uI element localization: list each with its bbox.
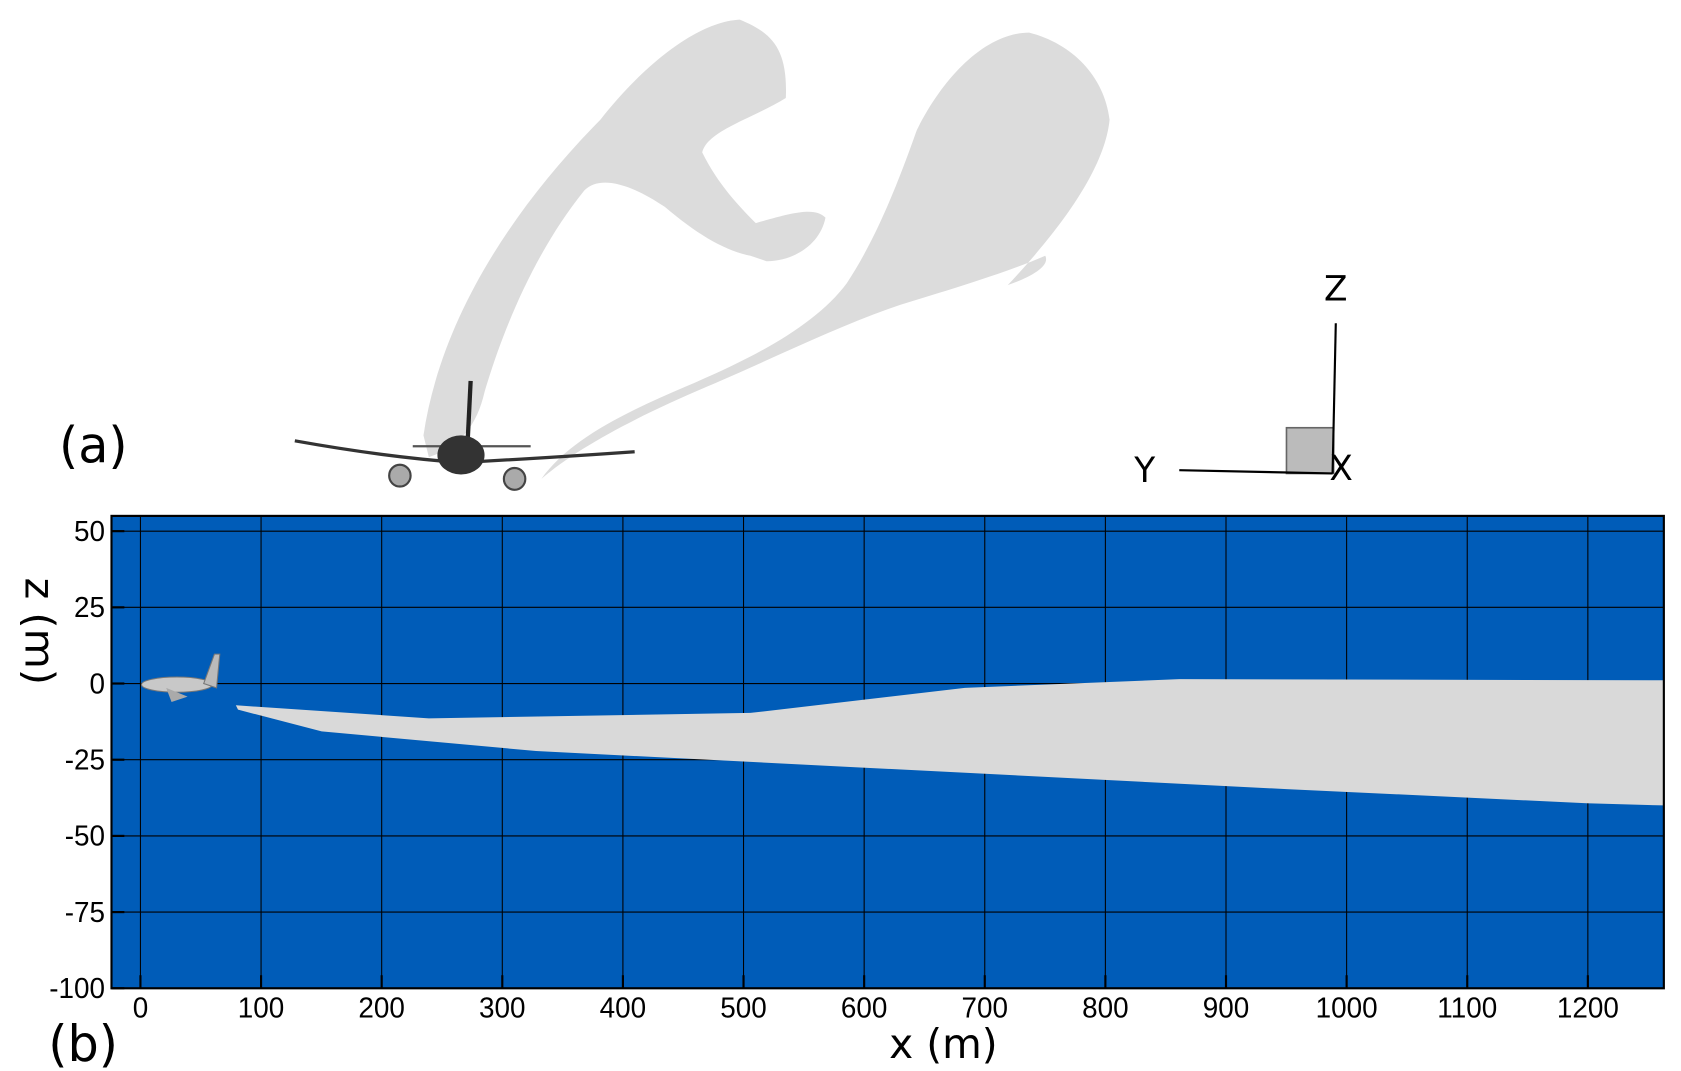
- x-tick-label: 900: [1203, 992, 1250, 1023]
- axis-label: X: [1329, 449, 1352, 489]
- vortex-right: [541, 32, 1110, 479]
- x-tick-label: 1100: [1437, 992, 1497, 1023]
- ticks: 0 100 200 300 400 500 600 700 800 900 1000 1100 1200…: [49, 516, 1619, 1024]
- y-tick-label: -75: [65, 897, 105, 928]
- y-tick-label: -50: [65, 821, 105, 852]
- x-tick-label: 0: [133, 992, 149, 1023]
- axis-label: Z: [1324, 269, 1347, 309]
- axis-triad: [1179, 323, 1337, 475]
- y-tick-label: 25: [74, 592, 105, 623]
- panel-label: (a): [59, 416, 128, 474]
- panel-a: (a) Y Z X: [59, 19, 1353, 491]
- x-tick-label: 700: [962, 992, 1009, 1023]
- aircraft-front: [294, 380, 635, 491]
- x-tick-label: 1000: [1316, 992, 1378, 1023]
- x-tick-label: 300: [479, 992, 526, 1023]
- x-tick-label: 600: [841, 992, 888, 1023]
- y-tick-label: 50: [74, 516, 105, 547]
- x-tick-label: 100: [238, 992, 285, 1023]
- panel-b: 0 100 200 300 400 500 600 700 800 900 1000 1100 1200…: [16, 514, 1665, 1071]
- y-tick-label: -25: [65, 744, 105, 775]
- x-tick-label: 500: [720, 992, 767, 1023]
- y-axis-label: z (m): [16, 578, 64, 685]
- panel-label: (b): [48, 1015, 118, 1071]
- aircraft-side: [140, 653, 221, 703]
- x-tick-label: 1200: [1557, 992, 1619, 1023]
- axis-label: Y: [1133, 451, 1156, 491]
- x-tick-label: 800: [1082, 992, 1129, 1023]
- wake-surface: [235, 679, 1664, 806]
- y-tick-label: 0: [90, 668, 106, 699]
- y-tick-label: -100: [49, 973, 105, 1004]
- vortex-left: [423, 19, 826, 458]
- x-tick-label: 200: [358, 992, 405, 1023]
- x-axis-label: x (m): [889, 1020, 998, 1068]
- x-tick-label: 400: [600, 992, 647, 1023]
- plot-frame: [110, 514, 1665, 990]
